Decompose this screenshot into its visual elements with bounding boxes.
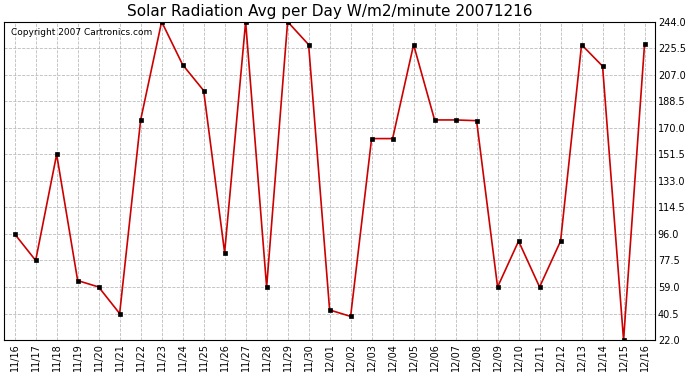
Text: Copyright 2007 Cartronics.com: Copyright 2007 Cartronics.com: [10, 28, 152, 37]
Title: Solar Radiation Avg per Day W/m2/minute 20071216: Solar Radiation Avg per Day W/m2/minute …: [127, 4, 533, 19]
